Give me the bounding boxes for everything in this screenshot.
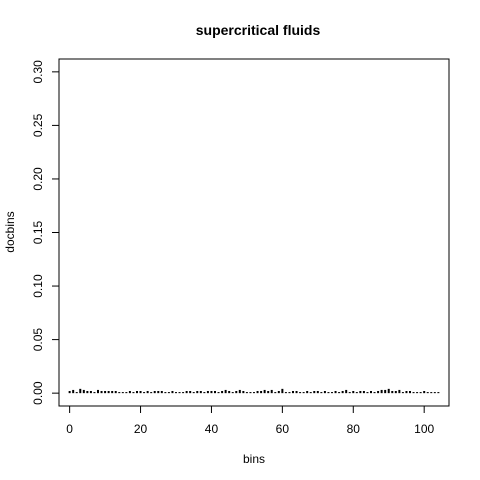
x-axis-label: bins xyxy=(243,452,265,466)
x-tick-label: 100 xyxy=(414,422,434,436)
x-tick-label: 80 xyxy=(347,422,361,436)
y-axis: 0.00 0.05 0.10 0.15 0.20 0.25 0.30 xyxy=(31,60,60,405)
plot-frame xyxy=(58,58,450,407)
x-tick-label: 40 xyxy=(205,422,219,436)
x-axis: 0 20 40 60 80 100 xyxy=(66,405,435,436)
chart-title: supercritical fluids xyxy=(196,22,321,38)
x-tick-label: 60 xyxy=(276,422,290,436)
x-tick-label: 20 xyxy=(134,422,148,436)
y-tick-label: 0.00 xyxy=(31,381,45,405)
y-tick-label: 0.20 xyxy=(31,167,45,191)
x-tick-label: 0 xyxy=(66,422,73,436)
y-tick-label: 0.25 xyxy=(31,113,45,137)
bars-group xyxy=(68,388,440,394)
y-tick-label: 0.05 xyxy=(31,328,45,352)
y-tick-label: 0.10 xyxy=(31,274,45,298)
y-tick-label: 0.15 xyxy=(31,220,45,244)
y-axis-label: docbins xyxy=(3,211,17,252)
y-tick-label: 0.30 xyxy=(31,60,45,84)
